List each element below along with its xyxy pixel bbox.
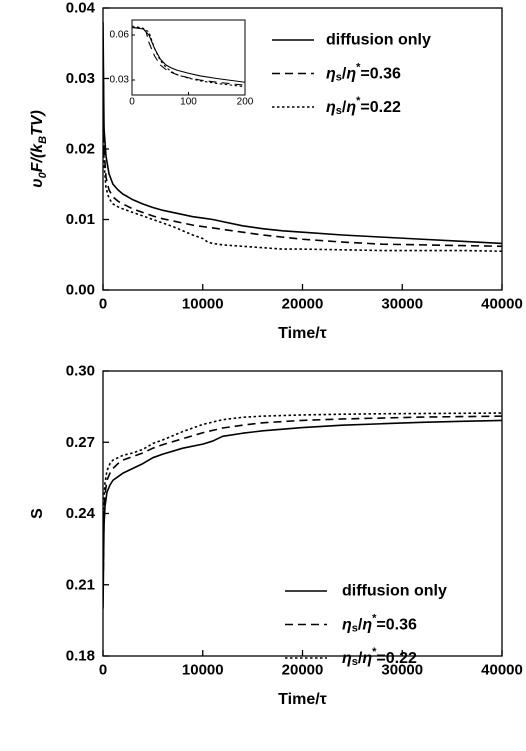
- main-series-line-1: [103, 419, 502, 609]
- inset-series-line-3: [132, 25, 245, 88]
- axis-y-tick-label: 0.04: [66, 0, 96, 17]
- chart-panel-2: 0 10000 20000 30000 40000 0.18 0.21 0.24 0.27 0.3…: [29, 363, 523, 709]
- axis-y-tick-label: 0.00: [66, 282, 95, 299]
- axis-y-tick-label: 0.27: [66, 434, 95, 451]
- axis-x-tick-label: 20000: [282, 295, 324, 312]
- legend-label-1: diffusion only: [326, 32, 431, 49]
- axis-y-tick-label: 0.30: [66, 363, 95, 380]
- inset-y-tick-label: 0.06: [110, 30, 130, 41]
- axis-x-tick-label: 10000: [182, 295, 224, 312]
- axis-x-tick-label: 30000: [381, 295, 423, 312]
- axis-y-tick-label: 0.24: [66, 505, 96, 522]
- series-group: [103, 22, 502, 253]
- legend-label-2: ηs/η*=0.36: [326, 62, 401, 84]
- axis-x-tick-label: 30000: [381, 661, 423, 678]
- main-series-line-3: [103, 50, 502, 253]
- inset-x-tick-label: 100: [180, 96, 197, 107]
- inset-frame: [131, 19, 246, 96]
- axis-x-tick-label: 20000: [282, 661, 324, 678]
- x-axis-title: Time/τ: [278, 691, 327, 708]
- axis-x-tick-label: 0: [99, 295, 107, 312]
- axis-y-tick-label: 0.03: [66, 70, 95, 87]
- main-series-line-1: [103, 22, 502, 245]
- main-series-line-2: [103, 43, 502, 248]
- axis-y-tick-label: 0.18: [66, 648, 95, 665]
- axis-y-tick-label: 0.21: [66, 576, 95, 593]
- axis-x-tick-label: 0: [99, 661, 107, 678]
- legend-label-1: diffusion only: [342, 583, 447, 600]
- x-axis-title: Time/τ: [278, 325, 327, 342]
- inset-series-line-2: [132, 26, 245, 86]
- chart-panel-1: 0 10000 20000 30000 40000 0.00 0.01 0.02 0.03 0.0…: [29, 0, 523, 342]
- axis-x-tick-label: 10000: [182, 661, 224, 678]
- series-group: [103, 412, 502, 609]
- y-axis-title: S: [29, 508, 46, 519]
- legend-label-3: ηs/η*=0.22: [342, 646, 417, 668]
- axis-x-tick-label: 40000: [481, 295, 523, 312]
- inset-series-line-1: [132, 26, 245, 83]
- inset-y-tick-label: 0.03: [110, 75, 130, 86]
- y-axis-title: υ0F/(kBTV): [29, 110, 49, 188]
- legend-label-2: ηs/η*=0.36: [342, 613, 417, 635]
- legend-label-3: ηs/η*=0.22: [326, 95, 401, 117]
- axis-y-tick-label: 0.02: [66, 141, 95, 158]
- inset-x-tick-label: 0: [129, 96, 135, 107]
- inset-x-tick-label: 200: [237, 96, 254, 107]
- inset-series-group: [132, 25, 245, 88]
- main-series-line-3: [103, 412, 502, 585]
- inset-chart: 0 100 200 0.03 0.06: [110, 19, 254, 107]
- axis-y-tick-label: 0.01: [66, 211, 95, 228]
- main-series-line-2: [103, 415, 502, 597]
- plot-frame: [102, 370, 503, 657]
- axis-x-tick-label: 40000: [481, 661, 523, 678]
